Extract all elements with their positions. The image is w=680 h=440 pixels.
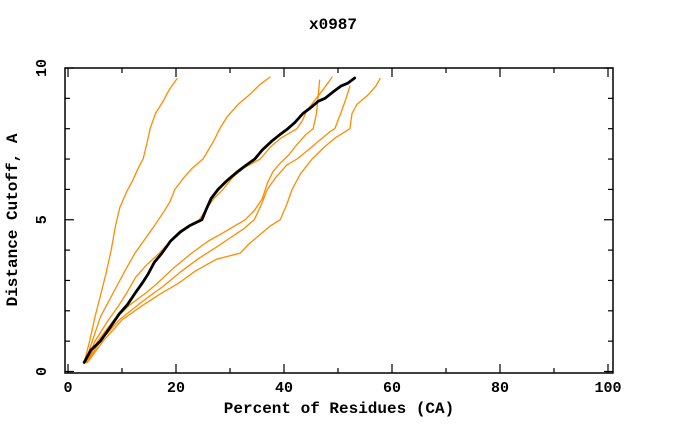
series-line-prediction-6	[86, 77, 381, 364]
x-tick-label: 40	[275, 380, 293, 397]
tick-labels: 0 20 40 60 80 100 0 5 10	[34, 59, 622, 397]
x-tick-label: 20	[167, 380, 185, 397]
plot-area	[64, 67, 614, 374]
chart-title: x0987	[309, 16, 357, 34]
x-axis-label: Percent of Residues (CA)	[224, 400, 454, 418]
y-tick-label: 0	[34, 367, 51, 376]
y-tick-label: 5	[34, 215, 51, 224]
series-line-prediction-5	[86, 85, 351, 364]
plot-border	[64, 67, 614, 374]
x-tick-label: 100	[594, 380, 621, 397]
series-line-prediction-4	[85, 79, 321, 364]
x-tick-label: 60	[383, 380, 401, 397]
x-tick-label: 0	[63, 380, 72, 397]
series-line-prediction-1	[83, 77, 178, 364]
series-line-prediction-2	[84, 76, 271, 364]
y-tick-label: 10	[34, 59, 51, 77]
series-group	[82, 76, 381, 364]
y-axis-label: Distance Cutoff, A	[4, 133, 22, 306]
series-line-reference-model	[82, 76, 357, 364]
x-tick-label: 80	[491, 380, 509, 397]
